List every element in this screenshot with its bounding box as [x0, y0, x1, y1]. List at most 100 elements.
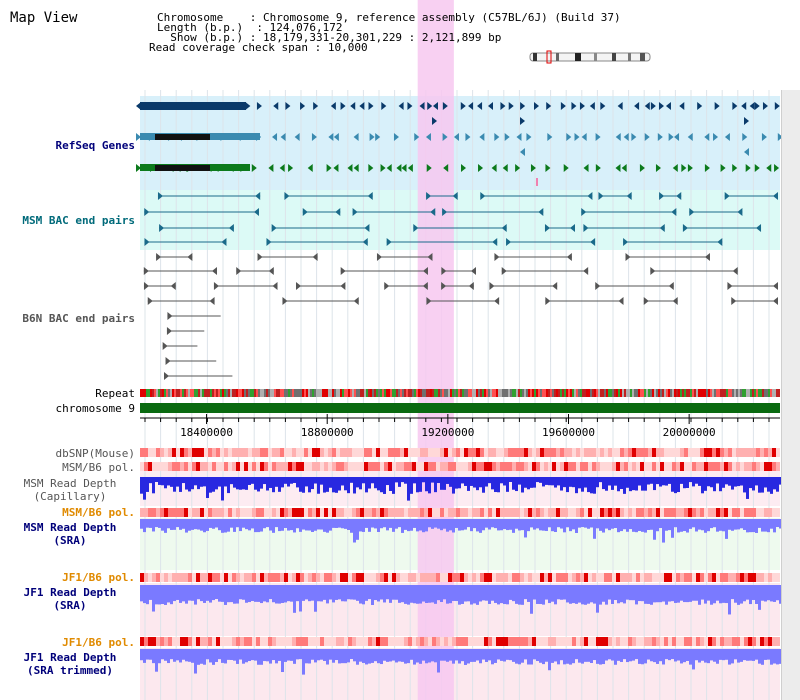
repeat-element[interactable]	[268, 389, 270, 397]
msm-pol-cell[interactable]	[672, 508, 676, 517]
jf1-sra-depth-bar[interactable]	[593, 585, 596, 604]
jf1-pol-cell[interactable]	[212, 573, 216, 582]
chromosome-ideogram[interactable]	[529, 50, 651, 64]
msm-sra-depth-bar[interactable]	[677, 519, 680, 533]
msm-capillary-depth-bar[interactable]	[197, 477, 200, 490]
msm-sra-depth-bar[interactable]	[290, 519, 293, 531]
repeat-element[interactable]	[590, 389, 592, 397]
jf1-pol-cell[interactable]	[460, 573, 464, 582]
dbsnp-cell[interactable]	[204, 448, 208, 457]
repeat-element[interactable]	[474, 389, 476, 397]
gene-arrow[interactable]	[353, 133, 359, 141]
msm-pol-cell[interactable]	[500, 462, 504, 471]
msm-pol-cell[interactable]	[752, 462, 756, 471]
jf1-sra-depth-bar[interactable]	[317, 585, 320, 602]
b6n-bac-end[interactable]	[731, 297, 737, 305]
msm-sra-depth-bar[interactable]	[293, 519, 296, 533]
repeat-element[interactable]	[576, 389, 578, 397]
jf1-sra-depth-bar[interactable]	[542, 585, 545, 605]
gene-arrow[interactable]	[313, 102, 319, 110]
msm-pol-cell[interactable]	[568, 508, 572, 517]
gene-arrow[interactable]	[273, 102, 279, 110]
msm-bac-end[interactable]	[159, 224, 165, 232]
dbsnp-cell[interactable]	[428, 448, 432, 457]
b6n-bac-end[interactable]	[143, 282, 149, 290]
jf1-sra-depth-bar[interactable]	[320, 585, 323, 602]
msm-pol-cell[interactable]	[468, 508, 472, 517]
msm-pol-cell[interactable]	[184, 462, 188, 471]
repeat-element[interactable]	[638, 389, 640, 397]
jf1-pol-cell[interactable]	[352, 637, 356, 646]
jf1-sra-depth-bar[interactable]	[368, 585, 371, 600]
msm-bac-end[interactable]	[623, 238, 629, 246]
jf1-trimmed-depth-bar[interactable]	[179, 649, 182, 663]
jf1-trimmed-depth-bar[interactable]	[371, 649, 374, 663]
jf1-pol-cell[interactable]	[284, 573, 288, 582]
jf1-pol-cell[interactable]	[148, 637, 152, 646]
msm-pol-cell[interactable]	[204, 508, 208, 517]
jf1-sra-depth-bar[interactable]	[374, 585, 377, 601]
msm-sra-depth-bar[interactable]	[530, 519, 533, 528]
gene-arrow[interactable]	[560, 102, 566, 110]
msm-sra-depth-bar[interactable]	[155, 519, 158, 528]
gene-arrow[interactable]	[534, 102, 540, 110]
jf1-pol-cell[interactable]	[372, 573, 376, 582]
msm-pol-cell[interactable]	[436, 462, 440, 471]
jf1-pol-cell[interactable]	[408, 637, 412, 646]
jf1-trimmed-depth-bar[interactable]	[512, 649, 515, 662]
repeat-element[interactable]	[478, 389, 480, 397]
jf1-pol-cell[interactable]	[516, 637, 520, 646]
jf1-pol-cell[interactable]	[568, 573, 572, 582]
jf1-pol-cell[interactable]	[208, 637, 212, 646]
msm-pol-cell[interactable]	[152, 462, 156, 471]
jf1-pol-cell[interactable]	[232, 573, 236, 582]
jf1-pol-cell[interactable]	[580, 573, 584, 582]
msm-pol-cell[interactable]	[224, 462, 228, 471]
msm-pol-cell[interactable]	[596, 462, 600, 471]
jf1-trimmed-depth-bar[interactable]	[566, 649, 569, 664]
msm-capillary-depth-bar[interactable]	[674, 477, 677, 494]
jf1-pol-cell[interactable]	[324, 573, 328, 582]
msm-sra-depth-bar[interactable]	[416, 519, 419, 532]
msm-pol-cell[interactable]	[392, 508, 396, 517]
jf1-sra-depth-bar[interactable]	[641, 585, 644, 602]
jf1-pol-cell[interactable]	[256, 573, 260, 582]
msm-pol-cell[interactable]	[376, 462, 380, 471]
jf1-sra-depth-bar[interactable]	[494, 585, 497, 603]
jf1-pol-cell[interactable]	[696, 573, 700, 582]
jf1-trimmed-depth-bar[interactable]	[551, 649, 554, 663]
jf1-pol-cell[interactable]	[248, 573, 252, 582]
msm-capillary-depth-bar[interactable]	[620, 477, 623, 490]
msm-sra-depth-bar[interactable]	[665, 519, 668, 531]
repeat-element[interactable]	[754, 389, 756, 397]
msm-pol-cell[interactable]	[440, 508, 444, 517]
repeat-element[interactable]	[358, 389, 360, 397]
gene-arrow[interactable]	[681, 164, 687, 172]
msm-pol-cell[interactable]	[600, 462, 604, 471]
b6n-bac-end[interactable]	[236, 267, 242, 275]
repeat-element[interactable]	[454, 389, 456, 397]
msm-sra-depth-bar[interactable]	[722, 519, 725, 532]
msm-sra-depth-bar[interactable]	[758, 519, 761, 528]
jf1-pol-cell[interactable]	[280, 637, 284, 646]
repeat-element[interactable]	[654, 389, 656, 397]
msm-capillary-depth-bar[interactable]	[323, 477, 326, 493]
jf1-pol-cell[interactable]	[676, 573, 680, 582]
msm-pol-cell[interactable]	[712, 462, 716, 471]
dbsnp-cell[interactable]	[376, 448, 380, 457]
msm-sra-depth-bar[interactable]	[602, 519, 605, 533]
jf1-sra-depth-bar[interactable]	[554, 585, 557, 605]
msm-pol-cell[interactable]	[764, 462, 768, 471]
msm-pol-cell[interactable]	[428, 462, 432, 471]
repeat-element[interactable]	[776, 389, 778, 397]
jf1-pol-cell[interactable]	[732, 637, 736, 646]
repeat-element[interactable]	[370, 389, 372, 397]
dbsnp-cell[interactable]	[640, 448, 644, 457]
repeat-element[interactable]	[750, 389, 752, 397]
jf1-pol-cell[interactable]	[244, 573, 248, 582]
repeat-element[interactable]	[732, 389, 734, 397]
msm-sra-depth-bar[interactable]	[452, 519, 455, 533]
jf1-trimmed-depth-bar[interactable]	[230, 649, 233, 660]
msm-pol-cell[interactable]	[236, 462, 240, 471]
msm-pol-cell[interactable]	[676, 508, 680, 517]
